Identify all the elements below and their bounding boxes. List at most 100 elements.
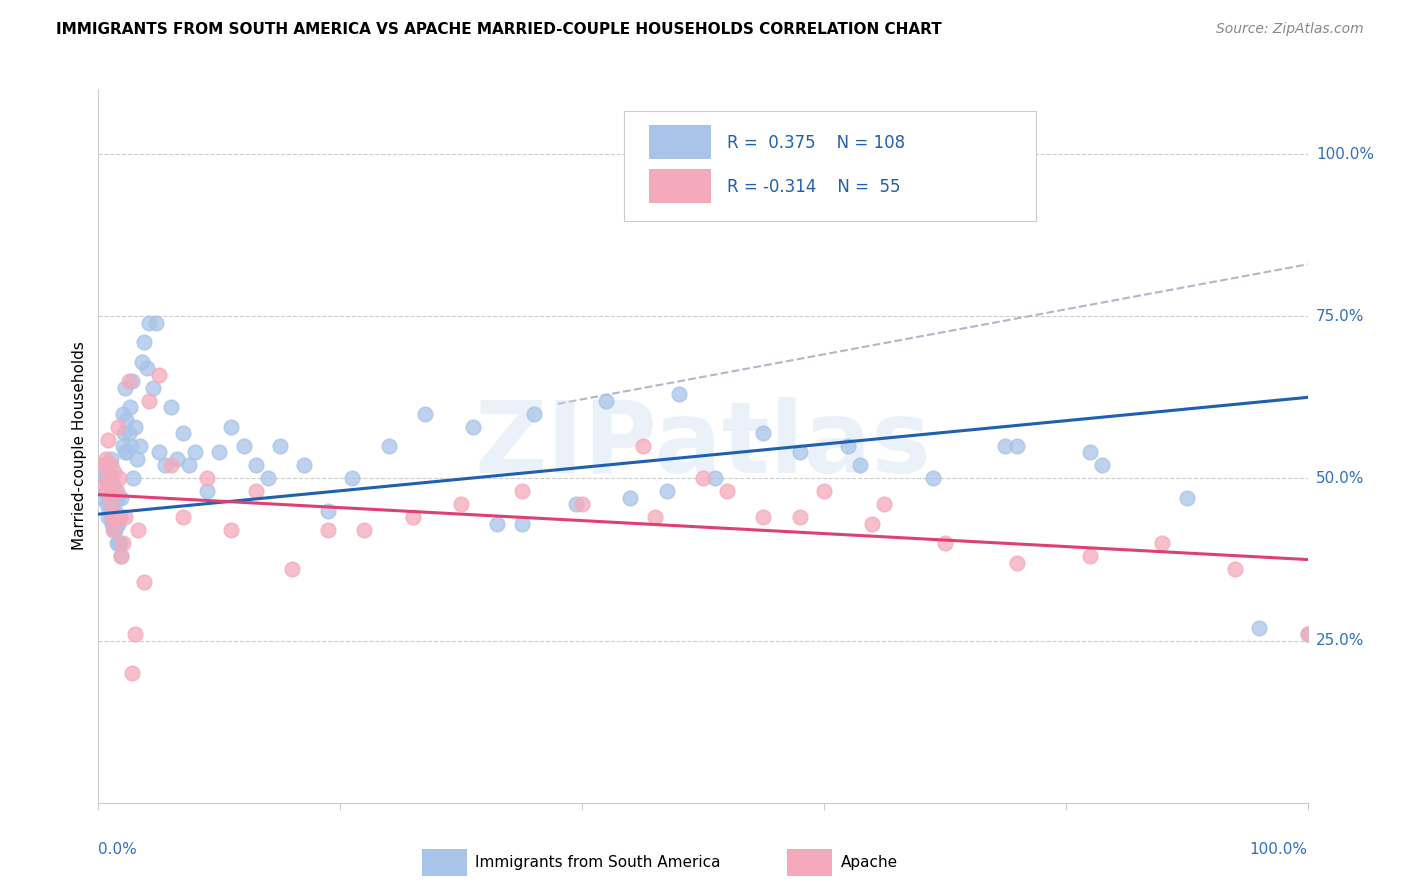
Point: [101, 497, 124, 511]
Point: [655, 484, 678, 499]
Point: [107, 419, 129, 434]
Point: [98, 484, 121, 499]
Point: [510, 516, 533, 531]
Text: Apache: Apache: [841, 855, 898, 870]
Point: [91, 491, 114, 505]
Point: [752, 510, 775, 524]
Point: [100, 452, 122, 467]
Point: [752, 425, 775, 440]
Point: [108, 510, 131, 524]
Point: [108, 536, 131, 550]
Point: [131, 354, 153, 368]
Point: [105, 491, 128, 505]
Point: [1078, 445, 1101, 459]
Point: [114, 445, 136, 459]
Point: [619, 491, 641, 505]
Point: [232, 439, 254, 453]
Point: [692, 471, 714, 485]
Point: [413, 407, 436, 421]
Point: [103, 491, 125, 505]
Point: [104, 510, 127, 524]
Point: [1175, 491, 1198, 505]
Point: [100, 497, 122, 511]
Point: [1007, 556, 1029, 570]
Point: [101, 524, 124, 538]
Point: [195, 484, 218, 499]
Point: [105, 536, 128, 550]
Point: [105, 484, 128, 499]
Point: [115, 413, 138, 427]
Point: [97, 471, 120, 485]
Point: [100, 471, 122, 485]
Point: [98, 471, 121, 485]
Point: [94, 452, 117, 467]
Point: [100, 504, 122, 518]
Y-axis label: Married-couple Households: Married-couple Households: [72, 342, 87, 550]
Point: [631, 439, 654, 453]
Point: [134, 575, 156, 590]
Point: [565, 497, 588, 511]
Point: [120, 439, 142, 453]
Point: [111, 439, 134, 453]
Point: [97, 433, 120, 447]
FancyBboxPatch shape: [648, 125, 711, 159]
Point: [107, 516, 129, 531]
Point: [118, 374, 141, 388]
Point: [111, 536, 134, 550]
Point: [105, 516, 128, 531]
Point: [172, 510, 194, 524]
Point: [142, 381, 165, 395]
Point: [100, 491, 122, 505]
Point: [595, 393, 617, 408]
Point: [450, 497, 472, 511]
Point: [921, 471, 943, 485]
Text: 0.0%: 0.0%: [98, 842, 138, 856]
Point: [837, 439, 859, 453]
Text: 25.0%: 25.0%: [1316, 633, 1364, 648]
Point: [104, 484, 127, 499]
Point: [103, 524, 125, 538]
Point: [148, 445, 170, 459]
Point: [221, 524, 243, 538]
Point: [789, 510, 811, 524]
FancyBboxPatch shape: [624, 111, 1035, 221]
Point: [208, 445, 231, 459]
Text: R =  0.375    N = 108: R = 0.375 N = 108: [727, 134, 905, 152]
Text: IMMIGRANTS FROM SOUTH AMERICA VS APACHE MARRIED-COUPLE HOUSEHOLDS CORRELATION CH: IMMIGRANTS FROM SOUTH AMERICA VS APACHE …: [56, 22, 942, 37]
Point: [108, 510, 131, 524]
Point: [101, 510, 124, 524]
Point: [160, 400, 183, 414]
Point: [134, 335, 156, 350]
Point: [111, 407, 134, 421]
Point: [860, 516, 883, 531]
Point: [849, 458, 872, 473]
Point: [104, 524, 127, 538]
Text: R = -0.314    N =  55: R = -0.314 N = 55: [727, 178, 901, 196]
Point: [195, 471, 218, 485]
Point: [177, 458, 201, 473]
Point: [98, 478, 121, 492]
Point: [94, 484, 117, 499]
Point: [256, 471, 278, 485]
Point: [110, 491, 132, 505]
Point: [523, 407, 546, 421]
Point: [127, 452, 149, 467]
Point: [112, 425, 135, 440]
Point: [114, 510, 136, 524]
Point: [510, 484, 533, 499]
Point: [172, 425, 194, 440]
Point: [1078, 549, 1101, 564]
Point: [96, 484, 118, 499]
Point: [100, 491, 122, 505]
Point: [122, 471, 145, 485]
Point: [281, 562, 304, 576]
Point: [269, 439, 291, 453]
Point: [93, 458, 115, 473]
Point: [316, 504, 339, 518]
Point: [98, 491, 121, 505]
Point: [873, 497, 896, 511]
Point: [148, 368, 170, 382]
Text: Immigrants from South America: Immigrants from South America: [475, 855, 721, 870]
Point: [245, 458, 267, 473]
Point: [118, 400, 141, 414]
